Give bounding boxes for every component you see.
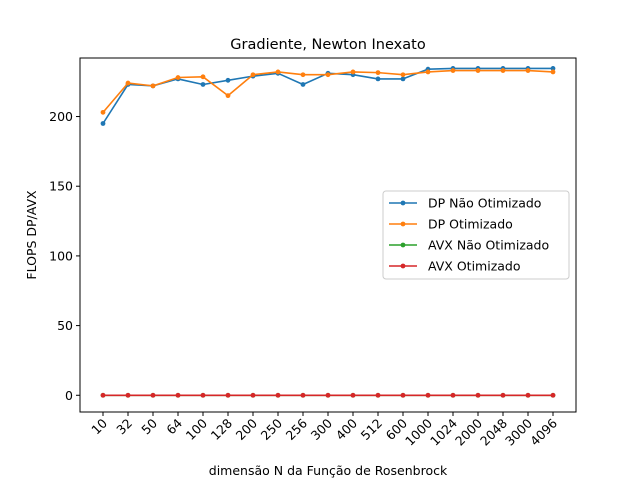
legend-label: AVX Não Otimizado: [428, 238, 549, 253]
data-point-1: [250, 72, 256, 78]
legend-frame: [382, 190, 570, 280]
x-tick-label: 1000: [402, 415, 435, 448]
y-axis-label: FLOPS DP/AVX: [24, 190, 39, 280]
data-point-1: [275, 69, 281, 75]
data-point-1: [550, 69, 556, 75]
data-point-0: [550, 66, 556, 71]
data-point-0: [400, 76, 406, 82]
x-tick-label: 2048: [477, 415, 510, 448]
data-point-3: [250, 392, 256, 398]
x-tick-label: 250: [258, 415, 286, 443]
legend: DP Não Otimizado DP Otimizado AVX Não Otim…: [382, 190, 570, 280]
legend-swatch-marker: [400, 221, 406, 227]
x-tick-label: 400: [333, 415, 361, 443]
data-point-0: [375, 76, 381, 82]
x-axis-label: dimensão N da Função de Rosenbrock: [209, 463, 448, 478]
data-point-3: [350, 392, 356, 398]
legend-swatch-marker: [400, 200, 406, 206]
data-point-1: [150, 83, 156, 89]
data-point-1: [325, 72, 331, 78]
data-point-3: [125, 392, 131, 398]
x-tick-label: 64: [163, 415, 185, 437]
data-point-0: [300, 82, 306, 87]
data-point-1: [125, 80, 131, 86]
y-tick-label: 50: [57, 318, 73, 333]
data-point-1: [300, 72, 306, 78]
data-point-3: [400, 392, 406, 398]
data-point-1: [500, 68, 506, 73]
x-tick-label: 2000: [452, 415, 485, 448]
x-tick-label: 50: [138, 415, 160, 437]
x-tick-label: 300: [308, 415, 336, 443]
data-point-3: [225, 392, 231, 398]
x-tick-label: 128: [208, 415, 236, 443]
data-point-3: [150, 392, 156, 398]
x-tick-label: 512: [358, 416, 385, 443]
data-point-3: [500, 392, 506, 398]
legend-swatch-marker: [400, 242, 406, 248]
x-tick-label: 3000: [502, 415, 535, 448]
data-point-3: [200, 392, 206, 398]
y-tick-label: 0: [65, 388, 73, 403]
data-point-3: [550, 392, 556, 398]
data-point-0: [200, 82, 206, 87]
data-point-1: [400, 72, 406, 78]
x-tick-label: 32: [113, 416, 135, 438]
y-tick-label: 200: [49, 109, 73, 124]
data-point-3: [375, 392, 381, 398]
data-point-1: [525, 68, 531, 73]
data-point-3: [425, 392, 431, 398]
series-layer: [100, 66, 556, 398]
data-point-3: [450, 392, 456, 398]
y-axis: 0 50 100 150 200: [49, 109, 80, 403]
x-tick-label: 10: [88, 415, 110, 437]
data-point-1: [200, 74, 206, 80]
data-point-1: [425, 69, 431, 75]
x-tick-label: 200: [233, 415, 261, 443]
x-tick-label: 256: [283, 415, 311, 443]
data-point-1: [475, 68, 481, 73]
data-point-0: [100, 121, 106, 126]
x-tick-label: 4096: [527, 415, 560, 448]
x-tick-label: 100: [183, 415, 211, 443]
data-point-3: [325, 392, 331, 398]
x-tick-label: 1024: [427, 415, 460, 448]
legend-label: DP Não Otimizado: [428, 196, 541, 211]
legend-swatch-marker: [400, 263, 406, 269]
y-tick-label: 150: [49, 179, 73, 194]
data-point-3: [300, 392, 306, 398]
data-point-1: [175, 75, 181, 80]
data-point-1: [450, 68, 456, 73]
x-axis: 10 32 50 6410012820025025630040051260010001…: [88, 412, 560, 449]
data-point-1: [100, 109, 106, 115]
data-point-3: [275, 392, 281, 398]
legend-label: AVX Otimizado: [428, 259, 521, 274]
data-point-1: [350, 69, 356, 75]
data-point-3: [175, 392, 181, 398]
y-tick-label: 100: [49, 248, 73, 263]
data-point-1: [375, 70, 381, 76]
legend-label: DP Otimizado: [428, 217, 513, 232]
data-point-0: [225, 77, 231, 83]
data-point-3: [475, 392, 481, 398]
data-point-1: [225, 93, 231, 99]
data-point-3: [525, 392, 531, 398]
chart-title: Gradiente, Newton Inexato: [230, 37, 426, 53]
data-point-3: [100, 392, 106, 398]
